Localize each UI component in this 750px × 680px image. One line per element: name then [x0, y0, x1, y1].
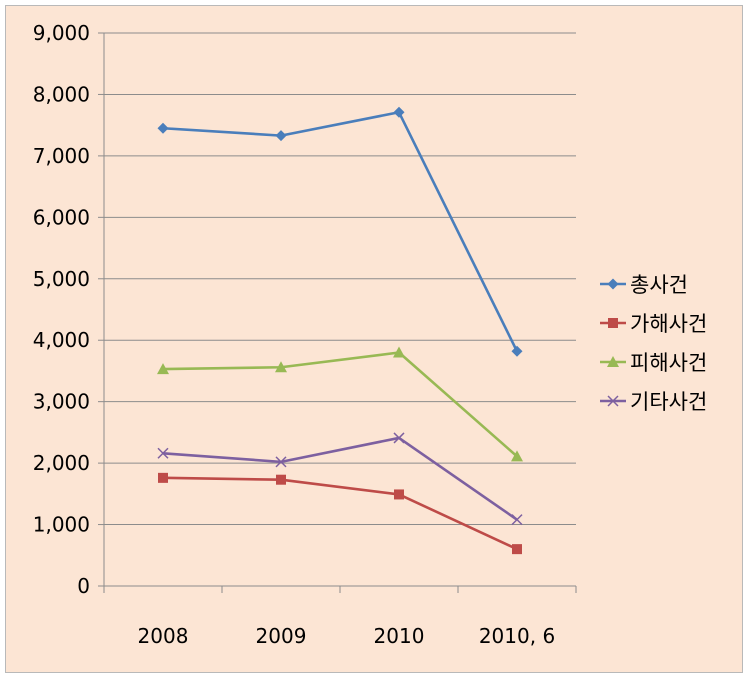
legend-label: 피해사건 [630, 351, 707, 375]
y-tick-label: 5,000 [33, 267, 90, 291]
series-layer [157, 106, 523, 555]
x-marker-stroke [157, 447, 169, 459]
legend-marker [608, 318, 618, 328]
data-point [275, 456, 287, 468]
series-1 [157, 106, 523, 357]
data-point [276, 474, 286, 485]
data-point [512, 544, 522, 555]
y-tick-label: 2,000 [33, 451, 90, 475]
data-point [394, 489, 404, 500]
legend-label: 총사건 [630, 273, 688, 297]
series-line [162, 110, 519, 352]
series-line [162, 476, 518, 551]
data-point [157, 122, 169, 134]
legend-item: 총사건 [600, 273, 688, 297]
series-line [162, 436, 518, 521]
y-tick-label: 1,000 [33, 513, 90, 537]
data-point [157, 363, 169, 375]
data-point [275, 130, 287, 142]
legend-marker [607, 395, 619, 407]
series-4 [157, 432, 523, 526]
data-point [511, 514, 523, 526]
x-marker-stroke [393, 432, 405, 444]
x-tick-label: 2010 [374, 624, 425, 648]
legend-marker [607, 356, 619, 367]
y-tick-label: 9,000 [33, 21, 90, 45]
data-point [275, 361, 287, 373]
y-tick-label: 7,000 [33, 144, 90, 168]
x-tick-label: 2009 [256, 624, 307, 648]
y-tick-label: 3,000 [33, 390, 90, 414]
legend-label: 기타사건 [630, 390, 707, 414]
legend-marker [607, 278, 619, 290]
legend-item: 가해사건 [600, 312, 707, 336]
data-point [393, 432, 405, 444]
y-tick-label: 4,000 [33, 328, 90, 352]
y-tick-label: 6,000 [33, 205, 90, 229]
x-tick-label: 2010, 6 [479, 624, 555, 648]
data-point [393, 346, 405, 358]
series-3 [157, 346, 523, 462]
gridlines [104, 32, 576, 526]
data-point [511, 345, 523, 357]
y-tick-label: 0 [77, 574, 90, 598]
axes: 0 1,000 2,000 3,000 4,000 5,000 6,000 7,000 8,00… [33, 21, 577, 648]
data-point [158, 472, 168, 483]
legend-label: 가해사건 [630, 312, 707, 336]
x-marker-stroke [275, 456, 287, 468]
data-point [511, 450, 523, 462]
data-point [393, 106, 405, 118]
series-2 [158, 472, 522, 555]
legend-item: 기타사건 [600, 390, 707, 414]
data-point [157, 447, 169, 459]
legend-item: 피해사건 [600, 351, 707, 375]
y-tick-label: 8,000 [33, 82, 90, 106]
x-marker-stroke [511, 514, 523, 526]
series-line [162, 351, 518, 458]
x-marker-stroke [607, 395, 619, 407]
x-tick-label: 2008 [138, 624, 189, 648]
